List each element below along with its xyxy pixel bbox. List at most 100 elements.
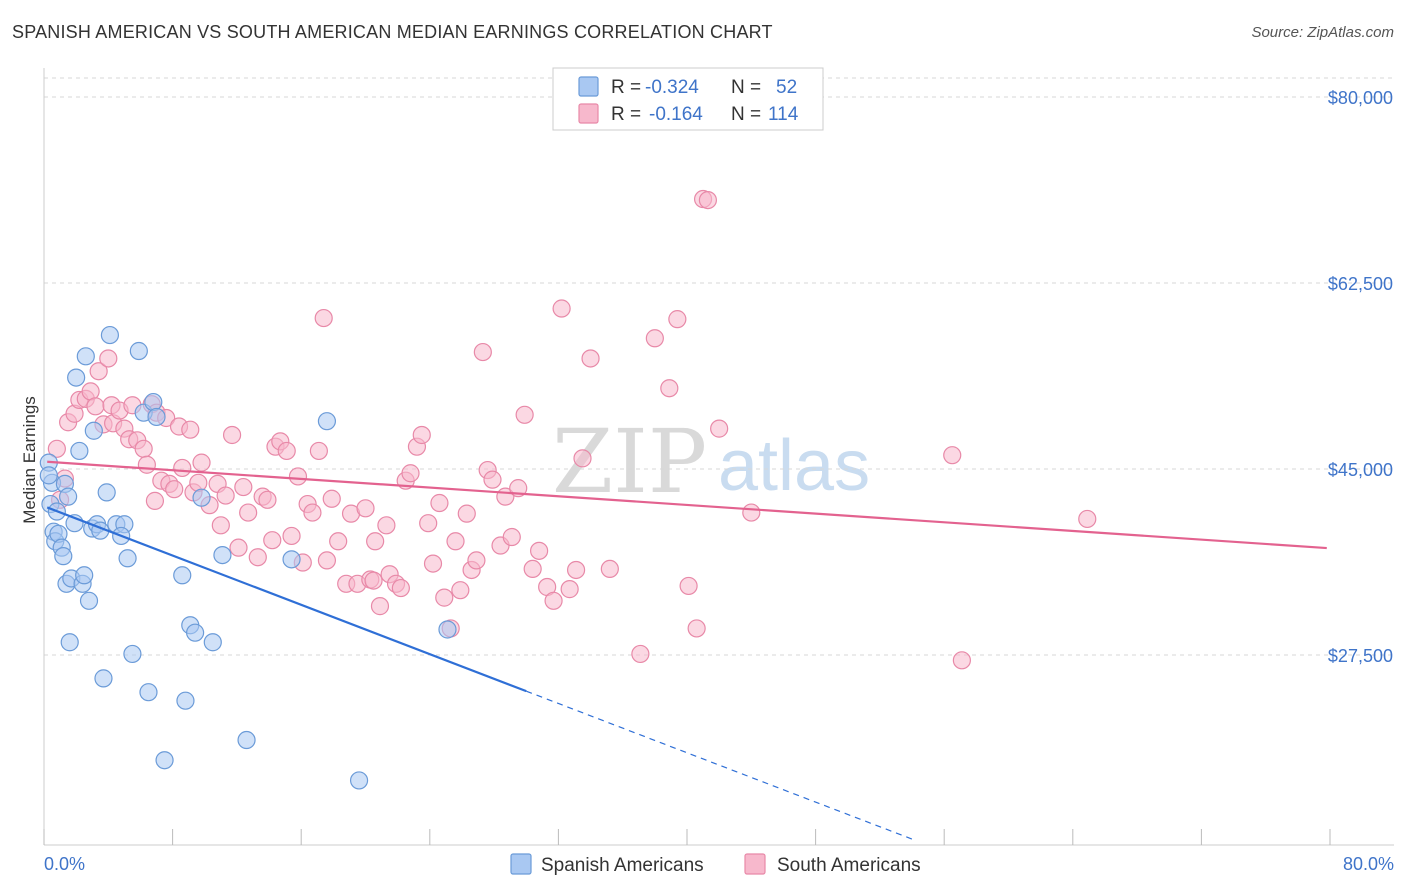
south-americans-point: [430, 493, 449, 513]
south-americans-point: [698, 190, 717, 210]
spanish-americans-point: [213, 545, 232, 565]
stats-legend: R = -0.324 N = 52 R = -0.164 N = 114: [552, 67, 824, 131]
spanish-americans-point: [144, 392, 163, 412]
trend-lines: [46, 460, 1327, 840]
south-americans-point: [1078, 509, 1097, 529]
spanish-americans-point: [317, 412, 337, 431]
south-americans-point: [544, 591, 563, 610]
south-americans-point: [234, 477, 253, 497]
south-americans-point: [473, 342, 492, 362]
spanish-americans-point: [438, 620, 457, 639]
south-americans-point: [263, 531, 282, 550]
south-americans-point: [451, 581, 470, 600]
spanish-americans-point: [54, 547, 73, 566]
x-min-label: 0.0%: [44, 854, 85, 874]
south-americans-point: [99, 349, 118, 368]
south-americans-point: [515, 405, 534, 424]
y-tick-labels: $27,500 $45,000 $62,500 $80,000: [1328, 88, 1393, 666]
spanish-americans-point: [147, 407, 166, 427]
south-americans-point: [309, 441, 328, 461]
spanish-americans-point: [282, 550, 301, 569]
south-americans-point: [377, 516, 396, 535]
spanish-americans-point: [173, 566, 192, 585]
legend-n-value-south: 114: [768, 104, 799, 125]
y-tick-label: $27,500: [1328, 646, 1393, 666]
south-americans-point: [282, 526, 301, 546]
south-americans-point: [401, 464, 420, 483]
south-americans-point: [710, 419, 729, 438]
south-americans-point: [600, 559, 619, 579]
spanish-americans-point: [97, 483, 116, 502]
south-americans-point: [952, 651, 971, 670]
south-americans-point: [391, 578, 410, 598]
south-americans-point: [145, 491, 165, 510]
south-americans-point: [645, 329, 664, 348]
south-americans-point: [229, 538, 248, 557]
spanish-americans-point: [100, 325, 120, 345]
south-americans-point: [446, 532, 465, 551]
spanish-americans-point: [84, 421, 103, 440]
south-americans-point: [248, 548, 267, 567]
legend-r-value-south: -0.164: [649, 104, 703, 125]
south-americans-point: [322, 489, 341, 508]
south-americans-point: [419, 514, 438, 533]
south-americans-point: [329, 532, 348, 551]
spanish-americans-point: [237, 730, 256, 750]
spanish-americans-trend-extension: [526, 690, 913, 840]
south-americans-point: [560, 580, 579, 599]
south-americans-point: [483, 470, 502, 489]
south-americans-point: [258, 490, 277, 509]
south-americans-point: [631, 644, 650, 664]
south-americans-point: [660, 379, 679, 398]
south-americans-point: [211, 516, 230, 535]
south-americans-point: [356, 499, 375, 518]
legend-swatch-spanish-americans: [510, 853, 532, 875]
x-max-label: 80.0%: [1343, 854, 1394, 874]
south-americans-point: [668, 310, 687, 329]
south-americans-point: [189, 473, 208, 492]
spanish-americans-point: [155, 751, 174, 770]
legend-n-label: N =: [731, 77, 761, 98]
south-americans-points: [47, 189, 1097, 670]
grid-lines: [44, 77, 1394, 656]
legend-n-label: N =: [731, 104, 761, 125]
spanish-americans-point: [39, 466, 58, 485]
source-note: Source: ZipAtlas.com: [1251, 24, 1394, 41]
south-americans-point: [679, 576, 698, 596]
south-americans-point: [566, 560, 586, 580]
south-americans-point: [573, 449, 592, 468]
south-americans-point: [412, 425, 431, 445]
spanish-americans-point: [67, 368, 86, 387]
south-americans-point: [314, 308, 333, 328]
y-tick-label: $80,000: [1328, 88, 1393, 108]
y-axis-title: Median Earnings: [20, 396, 39, 524]
legend-label-spanish-americans: Spanish Americans: [541, 855, 704, 876]
south-americans-point: [435, 588, 454, 607]
legend-r-label: R =: [611, 77, 641, 98]
spanish-americans-point: [118, 549, 137, 568]
south-americans-point: [173, 458, 192, 478]
x-ticks: [43, 829, 1331, 845]
legend-r-label: R =: [611, 104, 641, 125]
south-americans-point: [134, 439, 153, 458]
chart-title: SPANISH AMERICAN VS SOUTH AMERICAN MEDIA…: [12, 22, 773, 42]
spanish-americans-point: [94, 669, 113, 688]
legend-swatch-south-americans: [578, 103, 599, 124]
spanish-americans-point: [79, 591, 99, 610]
south-americans-point: [277, 441, 296, 461]
spanish-americans-point: [59, 487, 78, 506]
spanish-americans-point: [123, 644, 142, 664]
spanish-americans-point: [349, 771, 369, 790]
y-tick-label: $45,000: [1328, 460, 1393, 480]
spanish-americans-point: [129, 341, 148, 361]
south-americans-point: [317, 551, 337, 570]
spanish-americans-point: [60, 633, 79, 652]
south-americans-point: [364, 571, 383, 590]
legend-swatch-spanish-americans: [578, 76, 599, 97]
spanish-americans-point: [75, 566, 94, 585]
south-americans-point: [742, 503, 761, 522]
south-americans-point: [181, 420, 200, 439]
legend-n-value-spanish: 52: [776, 77, 797, 98]
legend-swatch-south-americans: [744, 853, 766, 875]
